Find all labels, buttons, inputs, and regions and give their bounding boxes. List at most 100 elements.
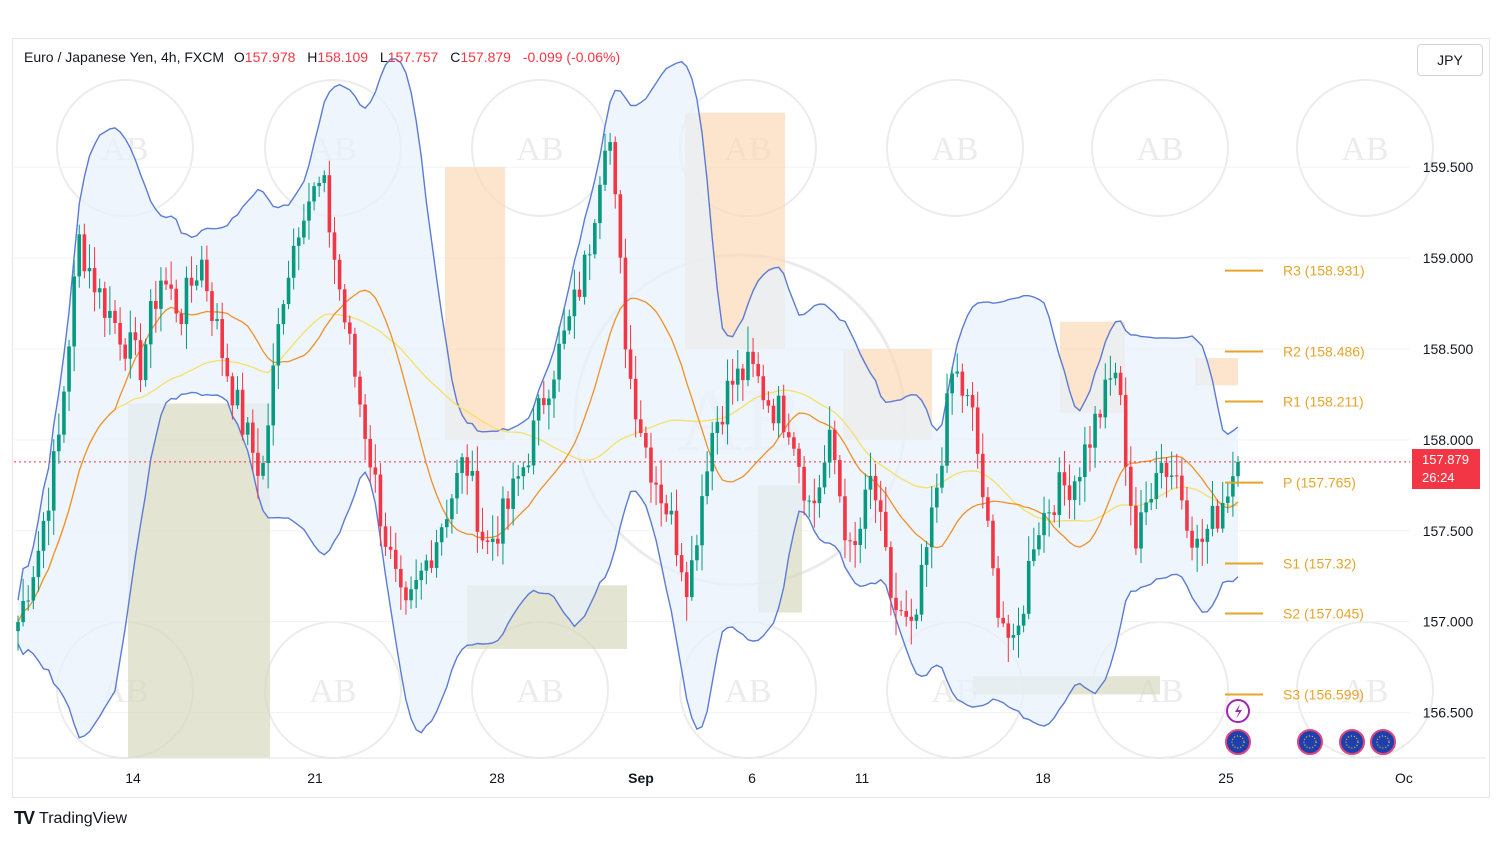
candle-body (1144, 502, 1148, 513)
candle-body (1037, 535, 1041, 550)
candle-body (965, 395, 970, 397)
candle-body (669, 510, 674, 515)
symbol-title: Euro / Japanese Yen, 4h, FXCM (24, 49, 225, 65)
y-tick-label: 158.500 (1423, 341, 1474, 357)
candle-body (332, 232, 337, 260)
candle-body (128, 332, 133, 359)
candle-body (832, 429, 837, 461)
candle-body (577, 289, 582, 297)
candle-body (1123, 395, 1128, 467)
x-axis: 14 21 28 Sep 6 11 18 25 Oc (14, 757, 1486, 786)
candle-body (327, 175, 332, 233)
candle-body (174, 288, 179, 314)
candle-body (1113, 372, 1118, 379)
candle-body (393, 549, 398, 569)
candle-body (77, 234, 82, 277)
candle-body (358, 376, 362, 405)
candle-body (771, 405, 776, 424)
candle-body (429, 560, 434, 568)
footer[interactable]: TV TradingView (14, 808, 127, 829)
candle-body (240, 389, 245, 435)
candle-body (1021, 613, 1026, 626)
candle-body (251, 422, 255, 453)
candle-body (179, 313, 184, 325)
watermark-text: AB (724, 673, 771, 710)
candle-body (1185, 500, 1189, 531)
candle-body (1220, 502, 1225, 529)
candle-body (889, 547, 893, 598)
candle-body (347, 322, 352, 334)
candle-body (797, 448, 801, 467)
candle-body (715, 421, 720, 434)
candle-body (506, 498, 510, 509)
candle-body (46, 510, 51, 521)
candle-body (317, 182, 321, 187)
candle-body (674, 510, 679, 556)
candle-body (307, 201, 311, 221)
candle-body (501, 498, 505, 544)
candle-body (143, 344, 148, 381)
candle-body (92, 268, 97, 293)
candle-body (1169, 475, 1174, 477)
candle-body (817, 487, 822, 504)
candle-body (766, 400, 771, 406)
candle-body (281, 304, 286, 325)
moving-averages (14, 289, 1410, 623)
watermark-circle (886, 79, 1024, 217)
candle-body (644, 433, 648, 448)
watermark-text: AB (516, 131, 563, 168)
candle-body (1011, 635, 1016, 638)
close-value: 157.879 (460, 49, 511, 65)
candle-body (220, 319, 224, 358)
candle-body (853, 541, 857, 546)
candle-body (940, 465, 944, 488)
candle-body (572, 289, 577, 317)
candle-body (786, 432, 791, 438)
pivot-label: R3 (158.931) (1283, 263, 1365, 279)
candle-body (337, 259, 342, 290)
candle-body (1134, 505, 1138, 549)
candle-body (215, 319, 219, 322)
candle-body (1159, 462, 1164, 474)
candle-body (878, 500, 883, 512)
candle-body (465, 457, 470, 476)
candle-body (291, 245, 296, 278)
events (1225, 699, 1396, 755)
candle-body (230, 376, 235, 406)
candle-body (822, 462, 827, 488)
tradingview-logo-icon: TV (14, 808, 35, 828)
candle-body (1057, 472, 1062, 515)
candle-body (1093, 413, 1097, 448)
candle-body (868, 475, 873, 490)
candle-body (1052, 512, 1057, 515)
candle-body (210, 291, 214, 322)
candle-body (873, 475, 878, 501)
eu-flag-event-icon (1339, 729, 1365, 755)
candle-body (82, 234, 87, 272)
candle-body (1108, 378, 1113, 380)
candle-body (164, 280, 168, 285)
low-value: 157.757 (387, 49, 439, 65)
watermark-text: AB (1341, 131, 1388, 168)
candle-body (276, 324, 281, 366)
candle-body (633, 378, 638, 420)
candle-body (792, 437, 796, 449)
candle-body (526, 465, 531, 468)
candle-body (980, 453, 985, 498)
candle-body (21, 600, 25, 623)
current-price-tag: 157.879 26:24 (1412, 449, 1480, 489)
zones (128, 112, 1238, 758)
candle-body (664, 503, 669, 515)
candle-body (409, 589, 413, 601)
candle-body (536, 398, 541, 421)
candle-body (1164, 462, 1169, 477)
candle-body (899, 610, 903, 612)
candle-body (102, 288, 107, 318)
candle-body (1195, 538, 1199, 548)
candle-body (261, 463, 265, 476)
candle-body (312, 186, 316, 202)
candle-body (399, 568, 403, 588)
currency-button[interactable]: JPY (1417, 44, 1483, 76)
candle-body (189, 277, 194, 286)
